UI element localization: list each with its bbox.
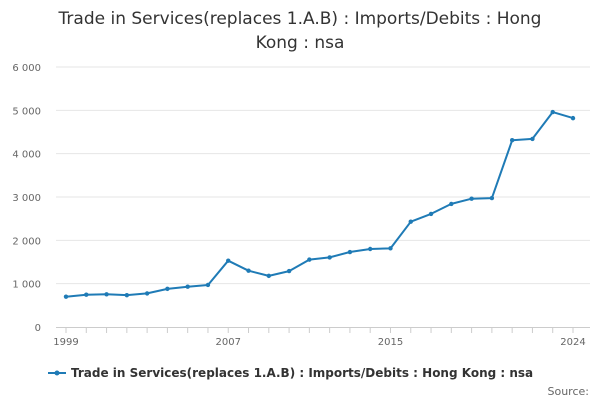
legend-marker-swatch bbox=[54, 370, 60, 376]
data-point[interactable] bbox=[570, 115, 576, 121]
y-tick-label: 5 000 bbox=[12, 106, 41, 117]
y-tick-label: 4 000 bbox=[12, 150, 41, 161]
data-point[interactable] bbox=[550, 109, 555, 115]
data-point[interactable] bbox=[307, 257, 312, 262]
data-point[interactable] bbox=[469, 196, 474, 201]
data-point[interactable] bbox=[286, 268, 292, 274]
y-tick-label: 3 000 bbox=[12, 193, 41, 204]
data-point[interactable] bbox=[428, 211, 434, 217]
data-point[interactable] bbox=[368, 246, 373, 252]
data-point[interactable] bbox=[489, 195, 495, 201]
series-line bbox=[65, 111, 574, 298]
data-point[interactable] bbox=[266, 273, 271, 279]
x-tick-label: 2007 bbox=[216, 337, 241, 348]
data-point[interactable] bbox=[530, 136, 535, 142]
legend[interactable]: Trade in Services(replaces 1.A.B) : Impo… bbox=[48, 366, 533, 380]
y-tick-label: 6 000 bbox=[12, 63, 41, 74]
y-tick-label: 0 bbox=[35, 323, 41, 334]
data-point[interactable] bbox=[144, 291, 150, 296]
gridlines bbox=[56, 66, 590, 285]
data-point[interactable] bbox=[124, 292, 130, 298]
series-group bbox=[63, 109, 576, 299]
data-point[interactable] bbox=[388, 246, 393, 251]
legend-label: Trade in Services(replaces 1.A.B) : Impo… bbox=[71, 366, 533, 380]
chart-title-line-2: Kong : nsa bbox=[256, 33, 345, 53]
data-point[interactable] bbox=[226, 258, 231, 263]
y-axis-ticks: 0 1 000 2 000 3 000 4 000 5 000 6 000 bbox=[12, 63, 41, 334]
chart-title-line-1: Trade in Services(replaces 1.A.B) : Impo… bbox=[58, 9, 542, 29]
data-point[interactable] bbox=[104, 292, 109, 297]
data-point[interactable] bbox=[205, 282, 211, 288]
x-axis: 1999 2007 2015 2024 bbox=[53, 327, 590, 348]
x-tick-label: 1999 bbox=[53, 337, 78, 348]
data-point[interactable] bbox=[509, 138, 515, 143]
data-point[interactable] bbox=[165, 286, 170, 292]
data-point[interactable] bbox=[327, 255, 332, 260]
data-point[interactable] bbox=[185, 284, 190, 289]
data-point[interactable] bbox=[408, 219, 413, 224]
y-tick-label: 1 000 bbox=[12, 280, 41, 291]
x-tick-label: 2024 bbox=[560, 337, 585, 348]
y-tick-label: 2 000 bbox=[12, 236, 41, 247]
data-point[interactable] bbox=[449, 201, 454, 207]
data-point[interactable] bbox=[84, 292, 89, 297]
source-label: Source: bbox=[548, 385, 590, 398]
data-point[interactable] bbox=[63, 294, 69, 299]
x-tick-label: 2015 bbox=[378, 337, 403, 348]
data-point[interactable] bbox=[347, 249, 353, 255]
data-point[interactable] bbox=[246, 268, 251, 273]
